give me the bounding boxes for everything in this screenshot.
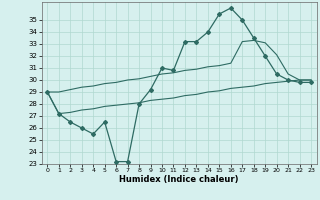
X-axis label: Humidex (Indice chaleur): Humidex (Indice chaleur) — [119, 175, 239, 184]
